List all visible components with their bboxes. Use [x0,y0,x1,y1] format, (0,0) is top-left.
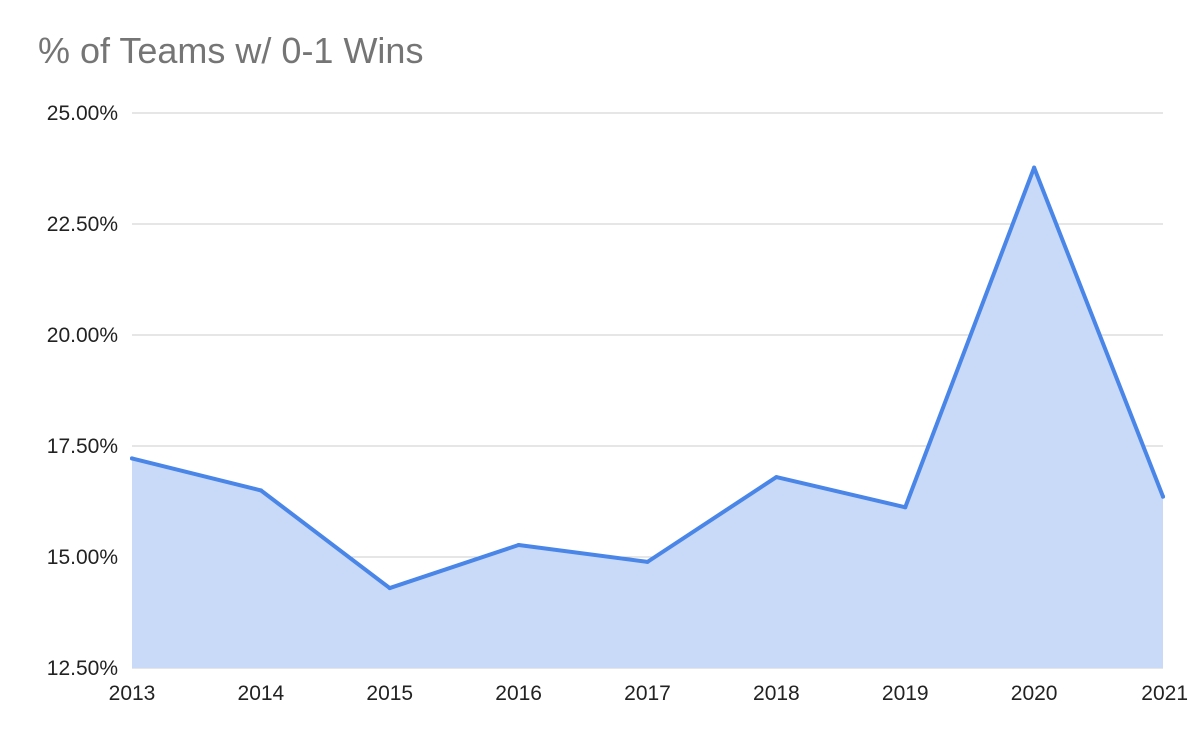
x-tick-label: 2020 [1011,682,1058,705]
x-tick-label: 2018 [753,682,800,705]
y-tick-label: 20.00% [47,324,118,347]
data-point-2013 [130,456,134,461]
y-tick-label: 12.50% [47,657,118,680]
y-tick-label: 15.00% [47,546,118,569]
data-point-2021 [1161,494,1165,499]
x-tick-label: 2017 [624,682,671,705]
data-point-2014 [258,488,263,493]
x-tick-label: 2019 [882,682,929,705]
data-point-2017 [645,559,650,564]
area-fill-layer [132,167,1163,669]
chart-title: % of Teams w/ 0-1 Wins [38,30,424,71]
y-tick-label: 22.50% [47,213,118,236]
y-tick-label: 17.50% [47,435,118,458]
y-axis-ticks: 12.50% 15.00% 17.50% 20.00% 22.50% 25.00% [47,102,118,680]
x-tick-label: 2015 [366,682,413,705]
series-line-layer [130,165,1165,591]
data-point-2019 [903,505,908,510]
series-area [132,167,1163,669]
x-tick-label: 2021 [1141,682,1188,705]
x-axis-ticks: 2013 2014 2015 2016 2017 2018 2019 2020 2021 [109,682,1188,705]
data-point-2015 [387,586,392,591]
x-tick-label: 2016 [495,682,542,705]
x-tick-label: 2013 [109,682,156,705]
data-point-2020 [1032,165,1037,170]
y-tick-label: 25.00% [47,102,118,125]
data-point-2016 [516,543,521,548]
x-tick-label: 2014 [238,682,285,705]
data-point-2018 [774,475,779,480]
